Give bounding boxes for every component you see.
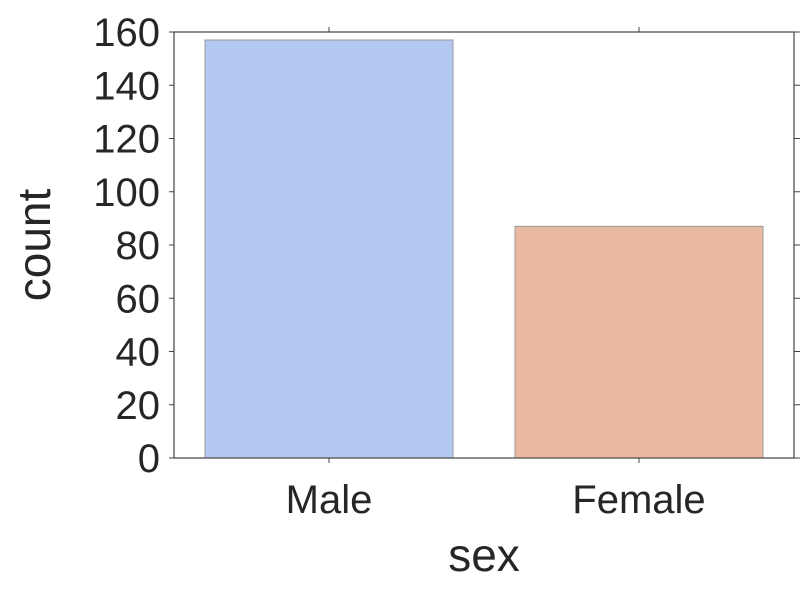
bar-male [204,39,454,459]
y-tick-label: 120 [93,118,160,162]
y-tick-label: 0 [138,437,160,481]
y-axis-label: count [8,189,60,302]
y-tick-label: 140 [93,64,160,108]
y-tick-label: 80 [116,224,161,268]
x-axis-label: sex [448,529,520,581]
x-tick-label: Female [572,478,705,522]
plot-frame [173,31,795,459]
x-tick-label: Male [286,478,373,522]
bar-female [514,225,764,459]
y-tick-label: 100 [93,171,160,215]
y-tick-label: 40 [116,331,161,375]
y-tick-label: 20 [116,384,161,428]
y-tick-label: 160 [93,11,160,55]
y-tick-label: 60 [116,277,161,321]
